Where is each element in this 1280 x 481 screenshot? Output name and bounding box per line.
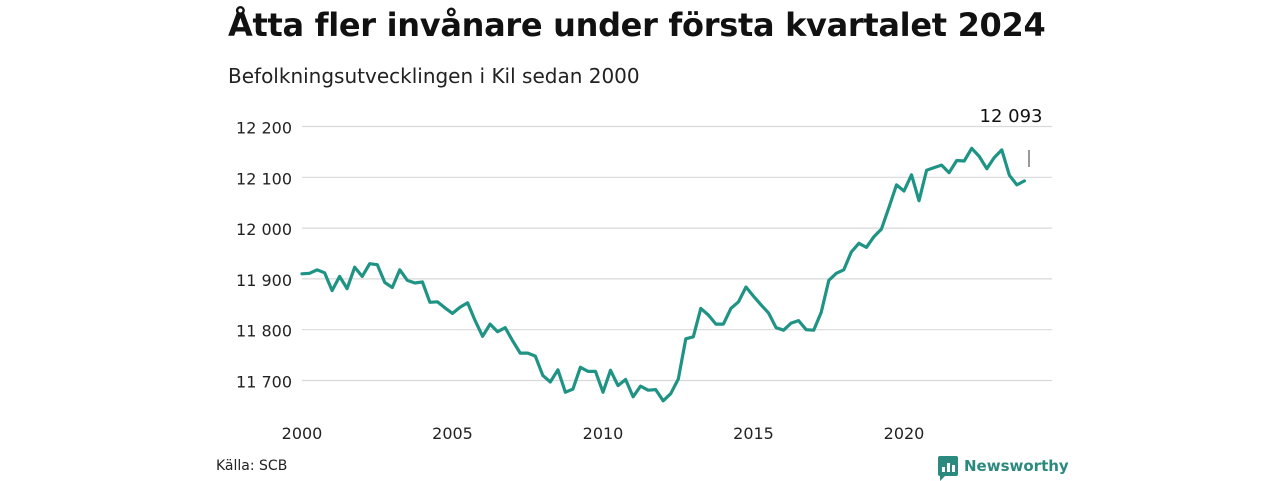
x-tick-label: 2000: [282, 424, 323, 443]
x-tick-label: 2010: [583, 424, 624, 443]
newsworthy-logo: Newsworthy: [938, 456, 1069, 476]
annotation-label: 12 093: [980, 106, 1043, 127]
y-tick-label: 12 000: [236, 220, 292, 239]
y-tick-label: 12 200: [236, 119, 292, 138]
x-tick-label: 2005: [432, 424, 473, 443]
x-tick-label: 2020: [884, 424, 925, 443]
y-tick-label: 12 100: [236, 169, 292, 188]
series-line: [302, 148, 1024, 400]
bar-chart-icon: [938, 456, 958, 476]
y-tick-label: 11 900: [236, 271, 292, 290]
x-tick-label: 2015: [733, 424, 774, 443]
source-note: Källa: SCB: [216, 458, 287, 474]
y-tick-label: 11 700: [236, 373, 292, 392]
y-tick-label: 11 800: [236, 322, 292, 341]
brand-name: Newsworthy: [964, 457, 1069, 475]
